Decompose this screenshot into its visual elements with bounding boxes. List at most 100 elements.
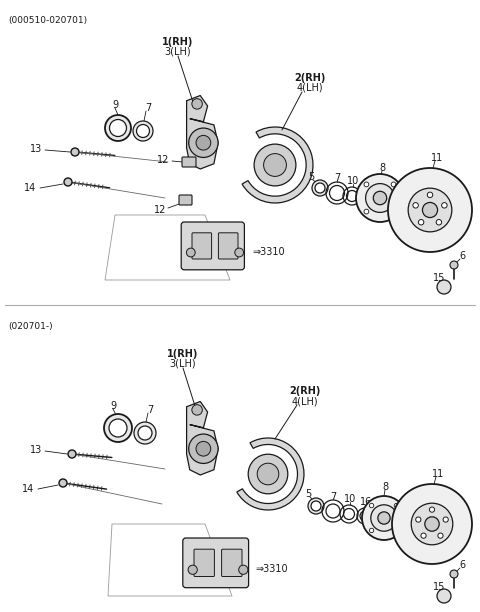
Circle shape [356, 174, 404, 222]
Circle shape [437, 589, 451, 603]
Circle shape [68, 450, 76, 458]
Circle shape [388, 168, 472, 252]
Circle shape [189, 434, 218, 463]
Circle shape [308, 498, 324, 514]
Text: 15: 15 [433, 273, 445, 283]
Text: 10: 10 [347, 176, 359, 186]
Circle shape [419, 220, 424, 225]
Circle shape [378, 512, 390, 524]
Circle shape [312, 180, 328, 196]
Circle shape [392, 484, 472, 564]
Circle shape [366, 184, 395, 212]
Text: 3(LH): 3(LH) [170, 359, 196, 369]
Circle shape [450, 570, 458, 578]
Text: 1(RH): 1(RH) [162, 37, 194, 47]
Text: 9: 9 [112, 100, 118, 110]
Text: 6: 6 [459, 560, 465, 570]
Circle shape [196, 135, 211, 150]
Text: 4(LH): 4(LH) [292, 396, 318, 406]
Circle shape [430, 507, 434, 512]
Text: 4(LH): 4(LH) [297, 83, 324, 93]
Circle shape [442, 203, 447, 208]
Circle shape [104, 414, 132, 442]
Text: 11: 11 [431, 153, 443, 163]
Circle shape [437, 280, 451, 294]
Circle shape [254, 144, 296, 186]
Text: 14: 14 [22, 484, 34, 494]
Circle shape [133, 121, 153, 141]
Text: 7: 7 [145, 103, 151, 113]
Text: (020701-): (020701-) [8, 322, 53, 331]
Text: 15: 15 [433, 582, 445, 592]
Circle shape [443, 517, 448, 522]
Text: 5: 5 [308, 172, 314, 182]
Text: ⇒3310: ⇒3310 [255, 564, 288, 574]
Circle shape [364, 209, 369, 214]
Circle shape [186, 248, 195, 257]
Wedge shape [242, 127, 313, 203]
Text: (000510-020701): (000510-020701) [8, 16, 87, 25]
Text: 5: 5 [305, 489, 311, 499]
FancyBboxPatch shape [182, 157, 196, 167]
Circle shape [196, 441, 211, 456]
Circle shape [422, 203, 438, 217]
Circle shape [71, 148, 79, 156]
Circle shape [362, 496, 406, 540]
Circle shape [311, 501, 321, 511]
Polygon shape [187, 401, 218, 475]
Text: 12: 12 [157, 155, 169, 165]
Circle shape [373, 192, 387, 205]
Circle shape [235, 248, 243, 257]
Circle shape [408, 188, 452, 232]
Text: 16: 16 [360, 497, 372, 507]
Polygon shape [187, 95, 218, 169]
Circle shape [105, 115, 131, 141]
Text: 14: 14 [24, 183, 36, 193]
Text: 2(RH): 2(RH) [289, 386, 321, 396]
Circle shape [64, 178, 72, 186]
Circle shape [394, 528, 399, 532]
Circle shape [192, 405, 203, 415]
Circle shape [391, 182, 396, 187]
Circle shape [134, 422, 156, 444]
Circle shape [109, 419, 127, 437]
Text: 8: 8 [382, 482, 388, 492]
Text: 10: 10 [344, 494, 356, 504]
Text: 2(RH): 2(RH) [294, 73, 326, 83]
Text: 7: 7 [147, 405, 153, 415]
Text: 8: 8 [379, 163, 385, 173]
Circle shape [239, 565, 248, 574]
FancyBboxPatch shape [192, 233, 212, 259]
Circle shape [413, 203, 419, 208]
Circle shape [436, 220, 442, 225]
FancyBboxPatch shape [218, 233, 238, 259]
Text: 7: 7 [330, 492, 336, 502]
Circle shape [369, 503, 374, 508]
Circle shape [438, 533, 443, 538]
Circle shape [257, 463, 279, 485]
Text: 13: 13 [30, 144, 42, 154]
Circle shape [425, 517, 439, 531]
Circle shape [371, 505, 397, 531]
FancyBboxPatch shape [183, 538, 249, 588]
Circle shape [315, 183, 325, 193]
Circle shape [192, 99, 203, 109]
Circle shape [189, 128, 218, 157]
Wedge shape [237, 438, 304, 510]
Circle shape [450, 261, 458, 269]
Circle shape [136, 124, 149, 138]
Circle shape [427, 192, 433, 198]
Circle shape [416, 517, 421, 522]
Polygon shape [439, 591, 449, 600]
Text: 7: 7 [334, 173, 340, 183]
FancyBboxPatch shape [194, 549, 215, 577]
Circle shape [369, 528, 374, 532]
Text: 11: 11 [432, 469, 444, 479]
Text: 3(LH): 3(LH) [165, 47, 192, 57]
FancyBboxPatch shape [181, 222, 244, 270]
Text: 13: 13 [30, 445, 42, 455]
Circle shape [59, 479, 67, 487]
Text: 12: 12 [154, 205, 166, 215]
Circle shape [264, 154, 287, 176]
Circle shape [248, 454, 288, 494]
